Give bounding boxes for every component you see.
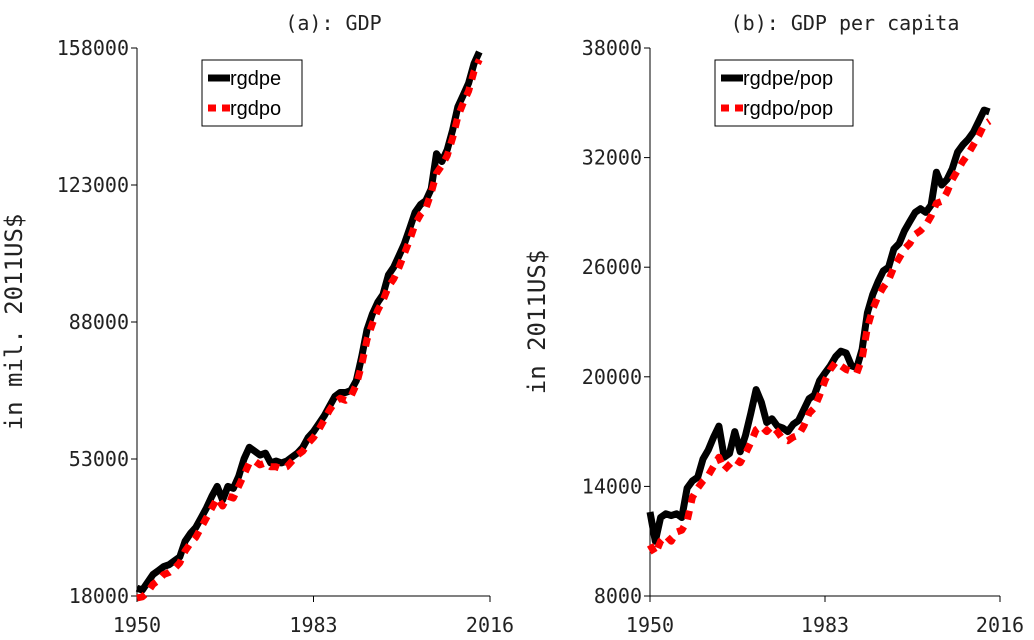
data-line — [135, 50, 483, 594]
legend-label: rgdpo — [230, 98, 281, 120]
y-tick-label: 38000 — [582, 36, 642, 60]
data-line — [136, 58, 483, 602]
x-tick-label: 2016 — [466, 613, 514, 637]
x-tick-label: 1983 — [801, 613, 849, 637]
data-line — [646, 106, 991, 545]
x-tick-label: 1983 — [289, 613, 337, 637]
x-tick-label: 1950 — [626, 613, 674, 637]
y-tick-label: 88000 — [69, 310, 129, 334]
y-tick-label: 8000 — [594, 584, 642, 608]
data-line — [646, 118, 992, 558]
legend-box — [201, 59, 303, 127]
chart-title: (a): GDP — [285, 11, 381, 35]
chart-title: (b): GDP per capita — [731, 11, 960, 35]
legend-label: rgdpe/pop — [743, 68, 833, 90]
legend-box — [714, 59, 854, 127]
y-tick-label: 14000 — [582, 474, 642, 498]
y-tick-label: 53000 — [69, 447, 129, 471]
y-tick-label: 32000 — [582, 146, 642, 170]
y-tick-label: 20000 — [582, 365, 642, 389]
x-tick-label: 1950 — [113, 613, 161, 637]
y-axis-label: in mil. 2011US$ — [0, 214, 28, 431]
x-tick-label: 2016 — [976, 613, 1024, 637]
legend-label: rgdpo/pop — [743, 98, 833, 120]
legend-label: rgdpe — [230, 68, 281, 90]
y-tick-label: 123000 — [57, 173, 129, 197]
y-axis-label: in 2011US$ — [523, 250, 551, 395]
y-tick-label: 158000 — [57, 36, 129, 60]
y-tick-label: 18000 — [69, 584, 129, 608]
y-tick-label: 26000 — [582, 255, 642, 279]
